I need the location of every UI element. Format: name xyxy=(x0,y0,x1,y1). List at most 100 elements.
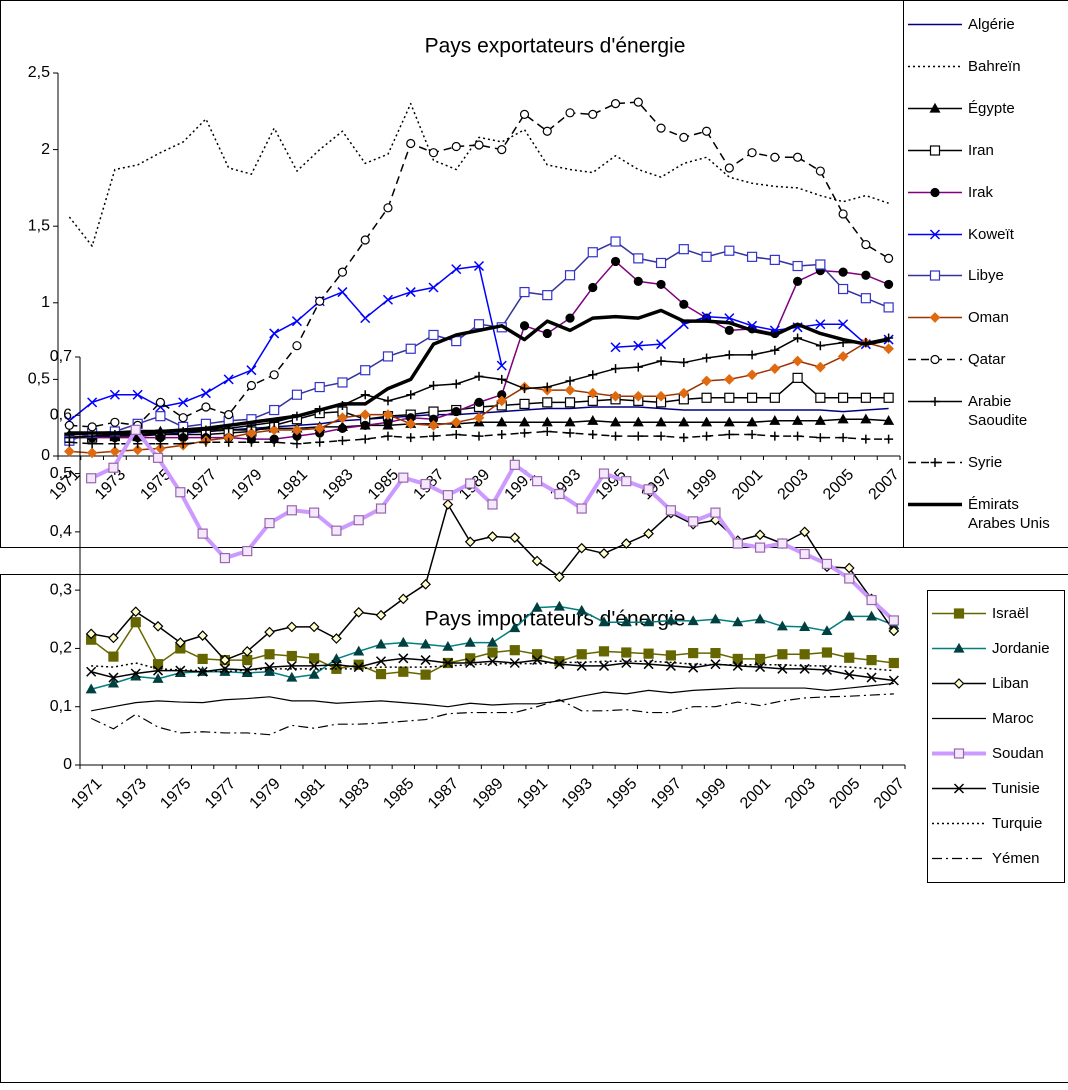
x-tick-label: 1975 xyxy=(157,775,194,812)
marker xyxy=(110,417,120,427)
marker xyxy=(110,439,120,449)
marker xyxy=(701,392,712,403)
legend-swatch xyxy=(932,783,986,794)
marker xyxy=(565,376,575,386)
marker xyxy=(588,109,598,119)
marker xyxy=(564,416,576,427)
marker xyxy=(360,434,370,444)
y-tick-label: 0,2 xyxy=(50,640,72,657)
x-tick-label: 2005 xyxy=(826,775,863,812)
marker xyxy=(815,361,826,373)
marker xyxy=(688,516,699,527)
marker xyxy=(337,287,348,298)
marker xyxy=(884,253,894,263)
marker xyxy=(428,282,439,293)
x-tick-label: 1981 xyxy=(274,466,311,503)
series-line xyxy=(90,427,896,622)
legend-swatch xyxy=(932,822,986,825)
marker xyxy=(838,319,849,330)
marker xyxy=(633,276,643,286)
marker xyxy=(87,439,97,449)
marker xyxy=(746,392,758,403)
marker xyxy=(866,654,877,666)
marker xyxy=(519,398,530,410)
marker xyxy=(242,545,253,557)
marker xyxy=(520,384,530,394)
y-tick-label: 0,5 xyxy=(50,465,72,482)
marker xyxy=(133,439,143,449)
marker xyxy=(473,412,485,424)
legend: Algérie Bahreïn Égypte Iran Irak Koweït Libye O… xyxy=(906,4,1066,544)
legend-swatch xyxy=(908,145,962,156)
x-tick-label: 2007 xyxy=(866,466,903,503)
marker xyxy=(656,123,666,133)
marker xyxy=(420,655,431,666)
marker xyxy=(770,431,780,441)
marker xyxy=(861,270,871,280)
marker xyxy=(576,649,587,660)
marker xyxy=(487,531,498,542)
legend-swatch xyxy=(932,748,986,759)
legend-swatch xyxy=(908,354,962,365)
marker xyxy=(866,594,877,606)
marker xyxy=(838,433,848,443)
y-tick-label: 0 xyxy=(41,447,50,464)
marker xyxy=(130,668,141,679)
marker xyxy=(264,649,275,660)
marker xyxy=(108,651,119,662)
marker xyxy=(465,653,476,664)
marker xyxy=(314,423,326,434)
marker xyxy=(588,430,598,440)
marker xyxy=(315,296,325,306)
x-tick-label: 1979 xyxy=(247,775,284,812)
marker xyxy=(353,659,364,670)
marker xyxy=(815,259,826,270)
marker xyxy=(420,478,431,490)
marker xyxy=(769,392,780,403)
marker xyxy=(308,668,320,679)
marker xyxy=(219,654,231,666)
marker xyxy=(132,444,143,456)
marker xyxy=(679,358,689,368)
x-tick-label: 2001 xyxy=(729,466,766,503)
series-line xyxy=(91,503,895,661)
marker xyxy=(679,299,689,309)
marker xyxy=(269,437,279,447)
marker xyxy=(792,415,804,425)
marker xyxy=(178,439,188,449)
y-tick-label: 0,1 xyxy=(50,698,72,715)
marker xyxy=(701,126,712,136)
marker xyxy=(929,229,941,240)
marker xyxy=(656,339,667,350)
marker xyxy=(723,416,735,427)
marker xyxy=(442,490,454,501)
legend-label: Qatar xyxy=(968,351,1006,369)
marker xyxy=(815,392,826,403)
marker xyxy=(770,152,780,162)
marker xyxy=(264,662,275,673)
marker xyxy=(331,659,342,670)
legend-item: Soudan xyxy=(930,744,1064,763)
legend-swatch xyxy=(908,24,962,26)
x-tick-label: 1977 xyxy=(202,775,239,812)
marker xyxy=(838,209,848,219)
marker xyxy=(286,650,297,662)
marker xyxy=(337,423,348,434)
marker xyxy=(701,416,713,427)
x-tick-label: 1971 xyxy=(68,775,105,812)
legend-label: Arabie Saoudite xyxy=(968,392,1028,429)
marker xyxy=(769,254,780,266)
marker xyxy=(678,244,689,255)
marker xyxy=(223,374,234,385)
chart-frame xyxy=(0,0,904,548)
marker xyxy=(375,609,387,621)
legend-label: Koweït xyxy=(968,225,1014,243)
marker xyxy=(702,431,712,441)
marker xyxy=(799,663,810,674)
marker xyxy=(565,108,575,118)
marker xyxy=(474,371,484,381)
marker xyxy=(497,145,507,155)
marker xyxy=(405,343,416,354)
marker xyxy=(746,416,758,427)
